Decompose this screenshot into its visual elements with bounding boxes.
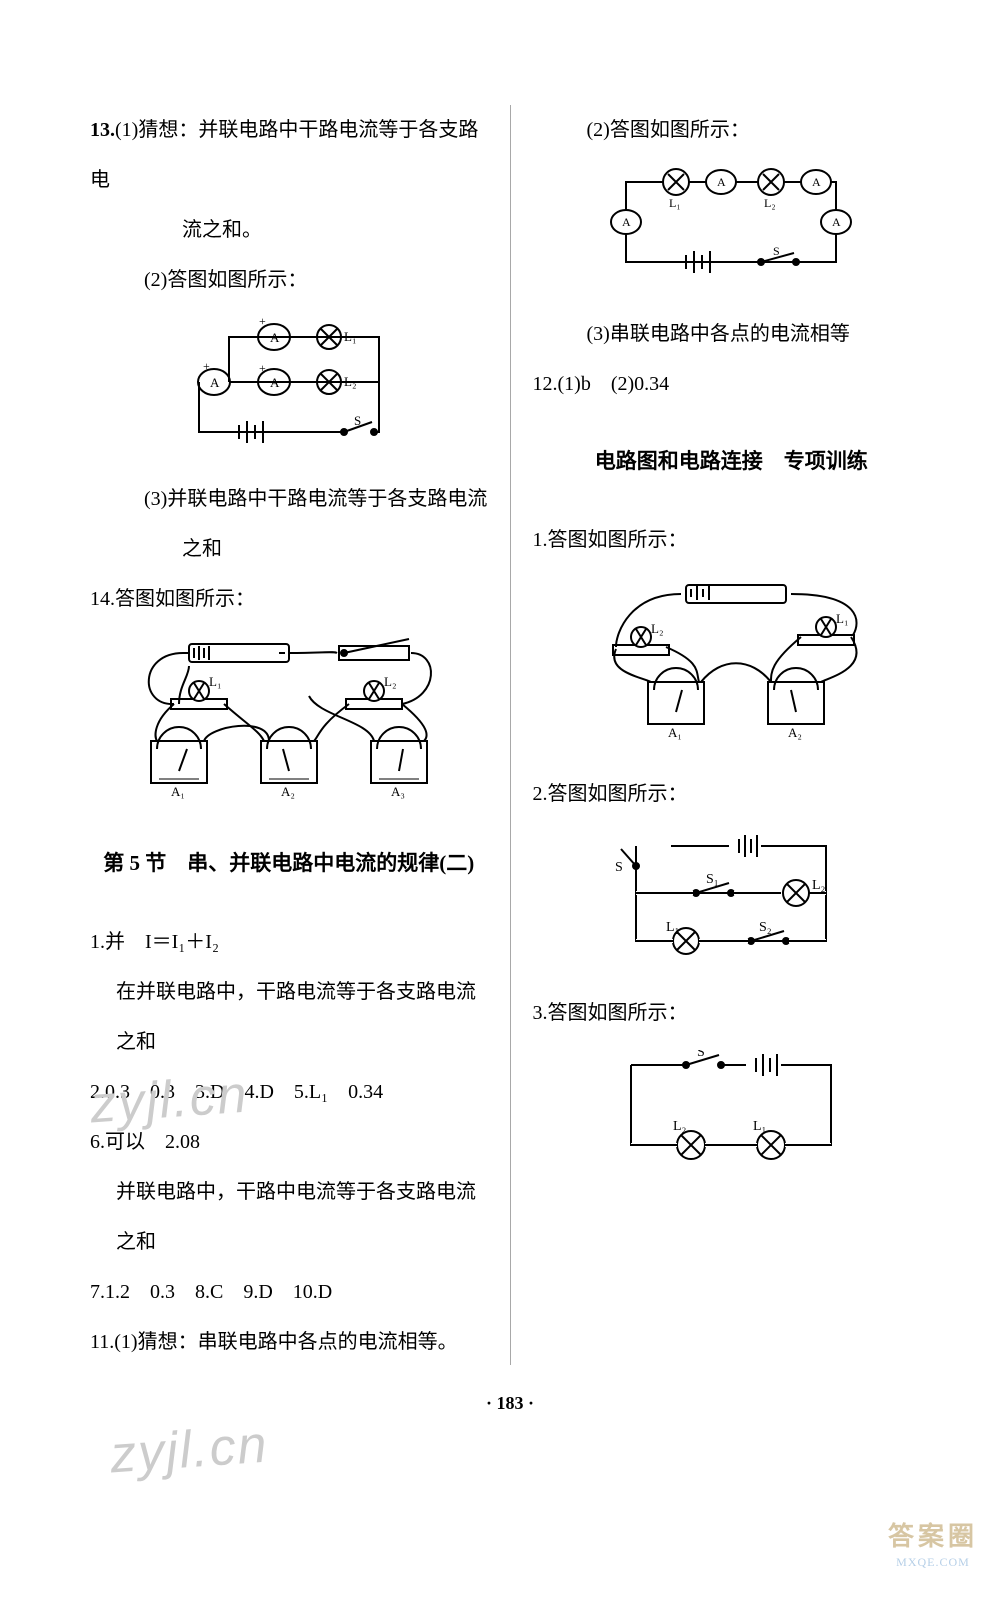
r-a3: 3.答图如图所示： [533, 988, 931, 1038]
figA-A3: A [622, 215, 631, 229]
r-a2: 2.答图如图所示： [533, 769, 931, 819]
r-q3: (3)串联电路中各点的电流相等 [533, 309, 931, 359]
page-number: · 183 · [90, 1393, 930, 1414]
fig1-A-top: A [270, 330, 280, 345]
ans-6: 6.可以 2.08 [90, 1117, 488, 1167]
q13-1-text: (1)猜想：并联电路中干路电流等于各支路电 [90, 119, 478, 191]
fig1-L1: L₁ [344, 329, 356, 344]
figure-q13-circuit: A A A L₁ L₂ S + + + [90, 317, 488, 452]
figA-A1: A [717, 175, 726, 189]
q13-3b: 之和 [90, 524, 488, 574]
right-column: (2)答图如图所示： [511, 105, 931, 1365]
section-5-title: 第 5 节 串、并联电路中电流的规律(二) [90, 847, 488, 881]
r-a1: 1.答图如图所示： [533, 515, 931, 565]
figure-q14-devices: L₁ L₂ A₁ A₂ A₃ [90, 636, 488, 811]
figB-A1: A₁ [668, 725, 682, 740]
ans-11: 11.(1)猜想：串联电路中各点的电流相等。 [90, 1317, 488, 1367]
r-12: 12.(1)b (2)0.34 [533, 359, 931, 409]
fig1-S: S [354, 413, 361, 428]
fig1-A-left: A [210, 375, 220, 390]
ans-1a: 1.并 I＝I₁＋I₂ [90, 917, 488, 967]
watermark-2: zyjl.cn [108, 1415, 270, 1486]
fig2-L1: L₁ [209, 674, 221, 689]
figA-A2: A [812, 175, 821, 189]
figD-L1: L₁ [753, 1119, 766, 1134]
svg-text:+: + [203, 359, 210, 373]
section-special-title: 电路图和电路连接 专项训练 [533, 445, 931, 479]
fig1-A-mid: A [270, 375, 280, 390]
figA-S: S [773, 244, 780, 258]
fig2-A1: A₁ [171, 784, 185, 799]
figD-S: S [697, 1050, 705, 1060]
ans-7-10: 7.1.2 0.3 8.C 9.D 10.D [90, 1267, 488, 1317]
figC-L2: L₂ [812, 878, 826, 893]
figure-r-devices: L₂ L₁ A₁ A₂ [533, 577, 931, 747]
figure-r-c: S S₁ S₂ L₂ L₁ [533, 831, 931, 966]
figC-L1: L₁ [666, 920, 679, 935]
ans-1b: 在并联电路中，干路电流等于各支路电流之和 [90, 967, 488, 1067]
q13-2: (2)答图如图所示： [90, 255, 488, 305]
q13-1-line1: 13.(1)猜想：并联电路中干路电流等于各支路电 [90, 105, 488, 205]
r-q2: (2)答图如图所示： [533, 105, 931, 155]
fig2-A2: A₂ [281, 784, 295, 799]
left-column: 13.(1)猜想：并联电路中干路电流等于各支路电 流之和。 (2)答图如图所示： [90, 105, 510, 1365]
figA-L2: L₂ [764, 196, 776, 210]
figD-L2: L₂ [673, 1119, 687, 1134]
figA-A4: A [832, 215, 841, 229]
q13-1-line2: 流之和。 [90, 205, 488, 255]
corner-logo: 答案圈 MXQE.COM [878, 1516, 988, 1588]
fig1-L2: L₂ [344, 374, 356, 389]
fig2-A3: A₃ [391, 784, 405, 799]
ans-6b: 并联电路中，干路中电流等于各支路电流之和 [90, 1167, 488, 1267]
figure-r-d: S L₂ L₁ [533, 1050, 931, 1170]
figC-S: S [615, 860, 623, 875]
ans-2-5: 2.0.3 0.3 3.D 4.D 5.L₁ 0.34 [90, 1067, 488, 1117]
svg-text:+: + [259, 361, 266, 375]
figB-L1: L₁ [836, 611, 848, 626]
figA-L1: L₁ [669, 196, 681, 210]
svg-text:+: + [259, 317, 266, 328]
q13-num: 13. [90, 119, 115, 141]
figC-S1: S₁ [706, 872, 719, 887]
figB-L2: L₂ [651, 621, 663, 636]
figB-A2: A₂ [788, 725, 802, 740]
q14: 14.答图如图所示： [90, 574, 488, 624]
figure-r-series: A A A A L₁ L₂ S [533, 167, 931, 287]
figC-S2: S₂ [759, 920, 772, 935]
q13-3a: (3)并联电路中干路电流等于各支路电流 [90, 474, 488, 524]
fig2-L2: L₂ [384, 674, 396, 689]
